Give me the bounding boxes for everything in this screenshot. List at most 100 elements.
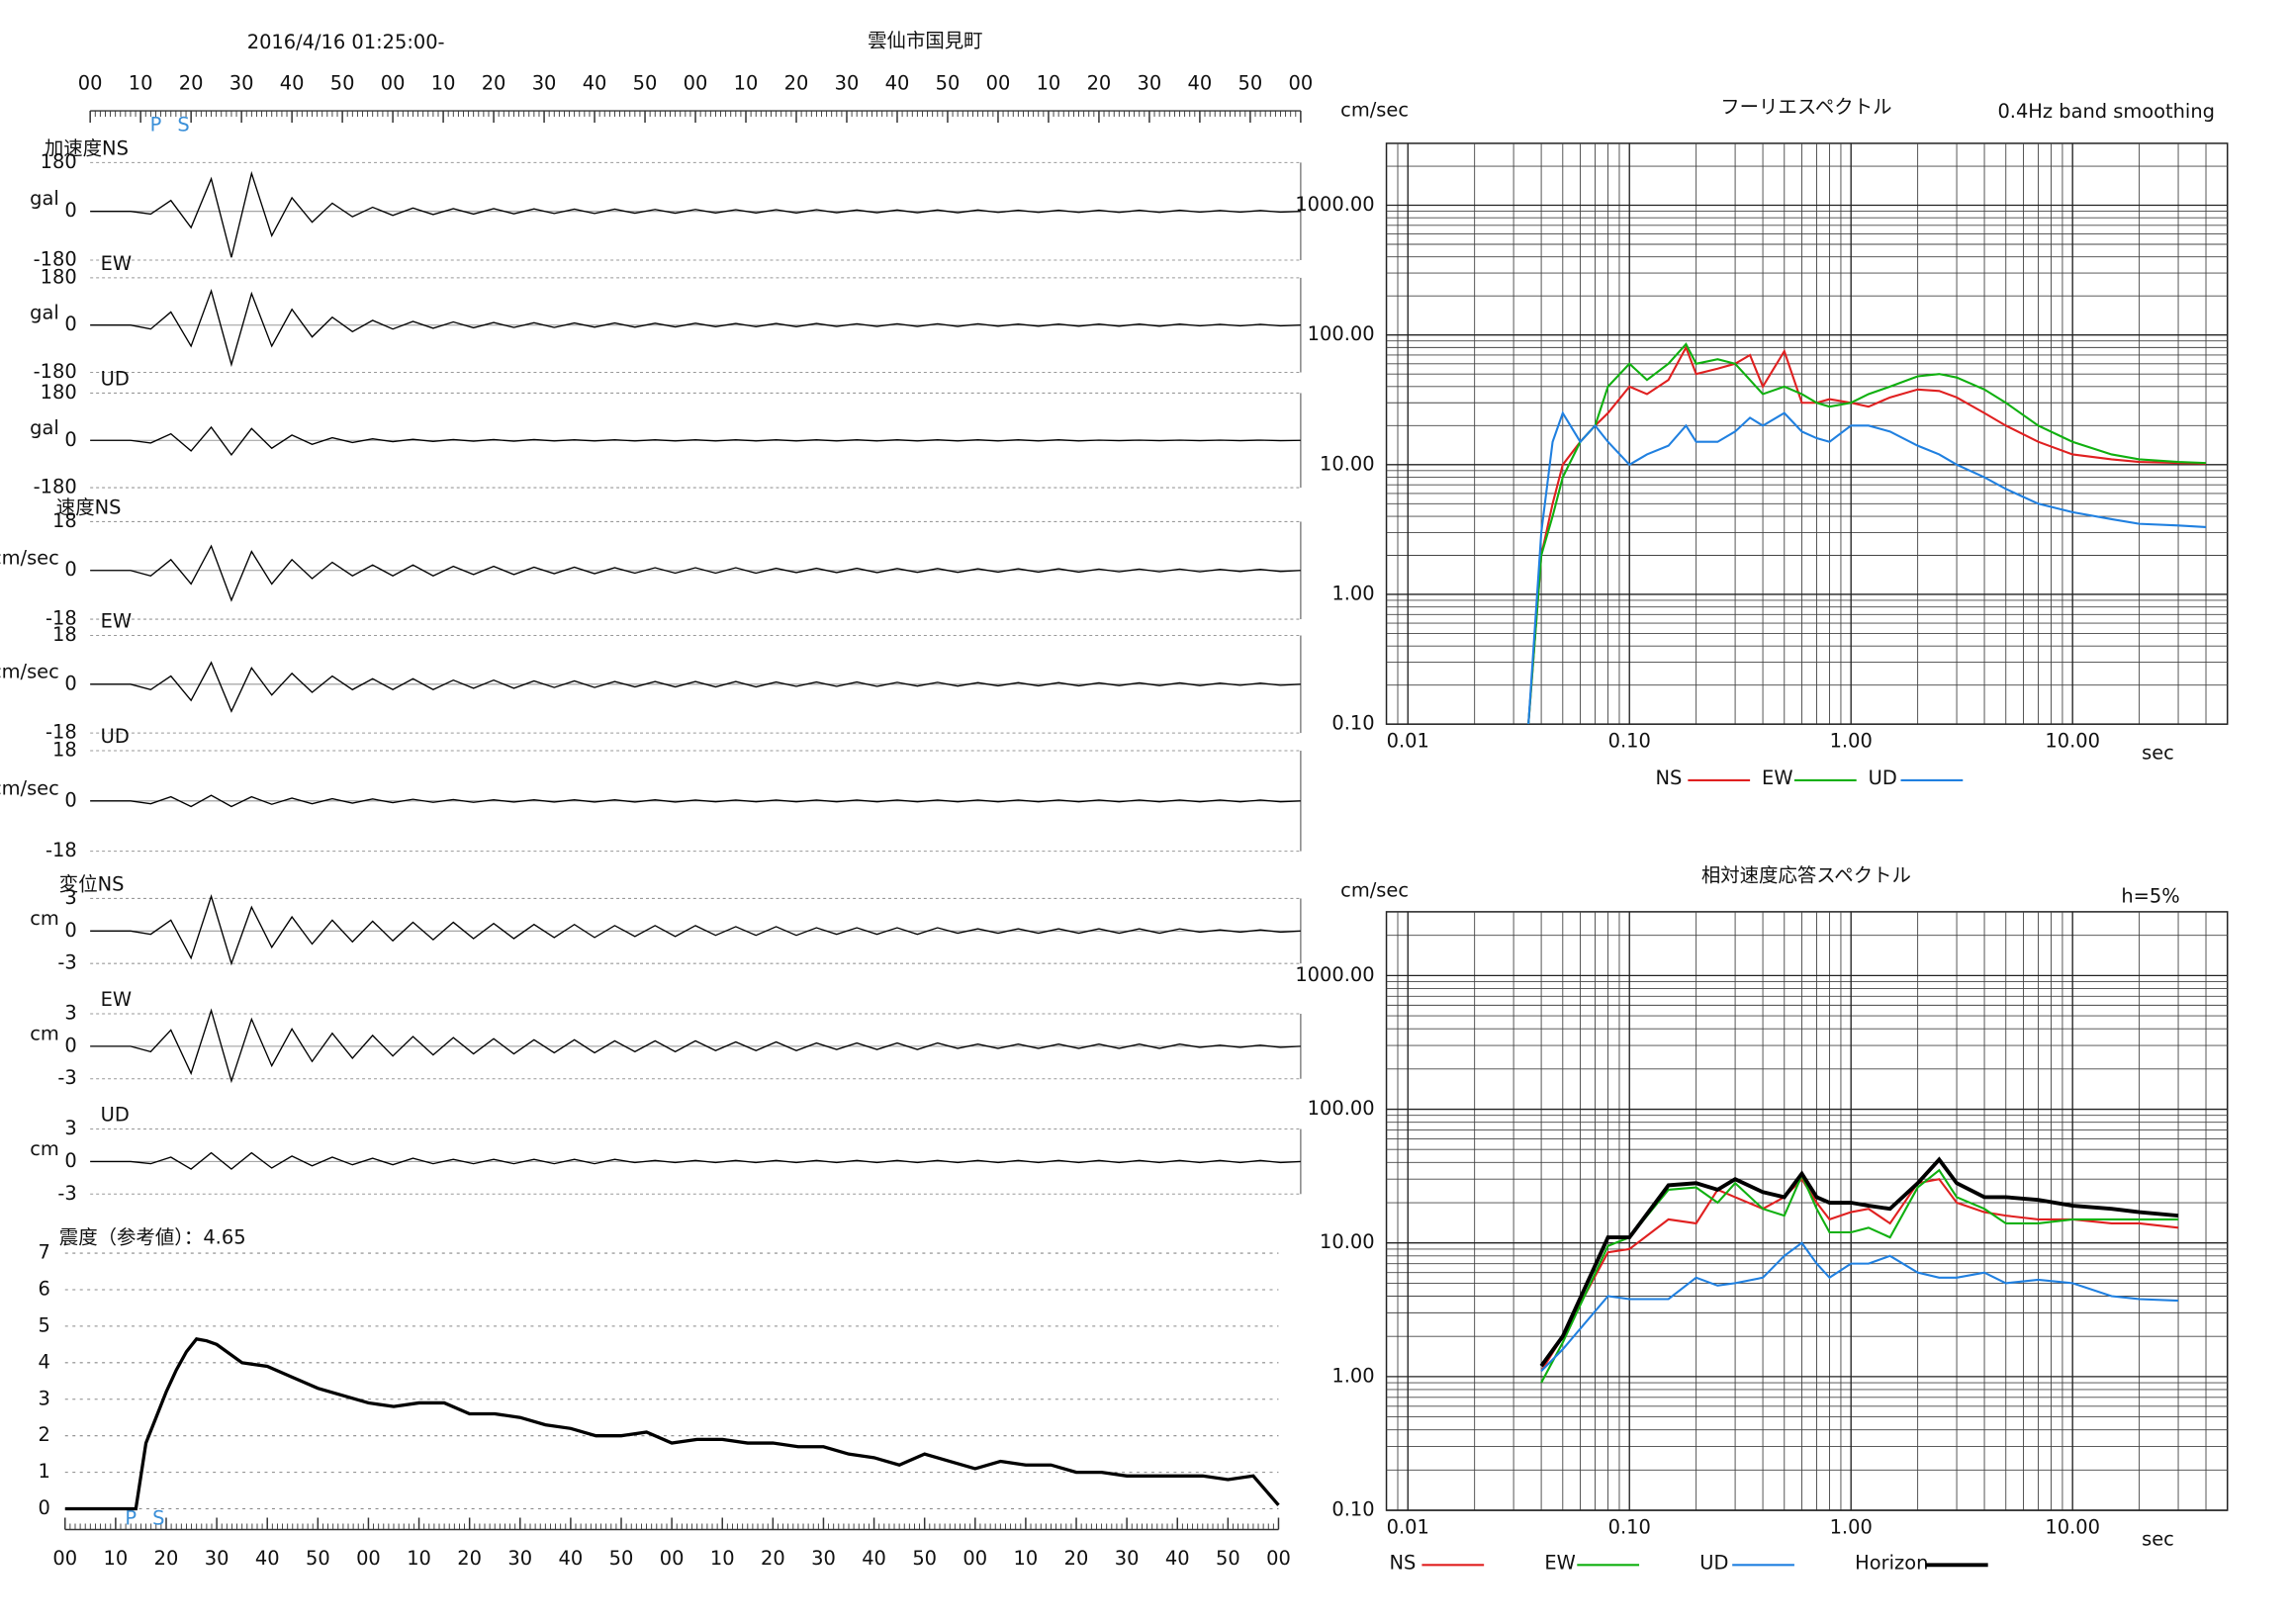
y-tick-label: 0	[64, 558, 76, 581]
y-tick-label: 1.00	[1331, 1364, 1374, 1387]
x-tick-label: 20	[179, 72, 204, 95]
chart-title: フーリエスペクトル	[1720, 96, 1891, 119]
y-tick-label: -180	[34, 476, 77, 498]
x-tick-label: 40	[559, 1547, 584, 1570]
y-tick-label: -18	[46, 721, 77, 744]
series-line	[1527, 344, 2207, 725]
x-tick-label: 20	[457, 1547, 482, 1570]
series-line	[1527, 410, 2207, 725]
legend-label: NS	[1655, 767, 1682, 789]
y-tick-label: 0	[64, 199, 76, 222]
x-tick-label: 30	[507, 1547, 532, 1570]
y-tick-label: -18	[46, 839, 77, 861]
y-tick-label: 0	[38, 1496, 49, 1519]
x-tick-label: 0.10	[1608, 730, 1651, 753]
y-tick-label: 100.00	[1308, 1097, 1375, 1120]
y-tick-label: 1000.00	[1295, 193, 1374, 216]
waveform	[90, 1151, 1301, 1170]
x-tick-label: 10.00	[2045, 730, 2100, 753]
y-tick-label: 0	[64, 672, 76, 694]
legend-label: EW	[1762, 767, 1792, 789]
y-axis-label: cm/sec	[1340, 878, 1409, 901]
y-tick-label: -18	[46, 607, 77, 630]
panel-unit: cm	[30, 907, 59, 930]
x-tick-label: 40	[255, 1547, 280, 1570]
series-line	[1527, 342, 2207, 725]
y-tick-label: 0	[64, 313, 76, 335]
x-tick-label: 20	[1064, 1547, 1089, 1570]
x-tick-label: 1.00	[1830, 730, 1873, 753]
x-tick-label: 10	[710, 1547, 735, 1570]
panel-unit: gal	[30, 187, 59, 210]
panel-name: EW	[101, 988, 132, 1011]
legend-label: EW	[1544, 1551, 1575, 1574]
x-tick-label: 40	[583, 72, 607, 95]
x-axis-label: sec	[2142, 1527, 2174, 1550]
legend-label: UD	[1699, 1551, 1728, 1574]
plot-area	[1527, 342, 2207, 725]
panel-unit: cm/sec	[0, 546, 59, 569]
y-tick-label: 18	[52, 623, 77, 646]
panel-unit: cm	[30, 1022, 59, 1044]
y-tick-label: 180	[41, 381, 77, 404]
x-tick-label: 20	[761, 1547, 785, 1570]
x-tick-label: 50	[936, 72, 961, 95]
chart-subtitle: 0.4Hz band smoothing	[1997, 100, 2214, 123]
x-tick-label: 00	[684, 72, 708, 95]
panel-name: 変位NS	[59, 873, 125, 896]
panel-unit: cm/sec	[0, 776, 59, 799]
x-tick-label: 50	[609, 1547, 634, 1570]
panel-name: EW	[101, 610, 132, 633]
waveform	[90, 544, 1301, 602]
x-tick-label: 50	[912, 1547, 937, 1570]
panel-name: 速度NS	[56, 496, 122, 518]
y-tick-label: 4	[38, 1350, 49, 1373]
x-tick-label: 30	[532, 72, 557, 95]
y-tick-label: 0	[64, 1149, 76, 1172]
x-tick-label: 30	[1138, 72, 1162, 95]
x-tick-label: 00	[986, 72, 1011, 95]
intensity-title: 震度（参考値）：4.65	[59, 1226, 246, 1249]
series-line	[1540, 1177, 2179, 1372]
legend-label: Horizon	[1855, 1551, 1928, 1574]
x-tick-label: 00	[381, 72, 406, 95]
y-tick-label: 10.00	[1320, 452, 1375, 475]
y-tick-label: 0.10	[1331, 712, 1374, 735]
y-tick-label: 3	[38, 1387, 49, 1409]
x-tick-label: 10	[1037, 72, 1061, 95]
phase-marker: S	[152, 1506, 164, 1529]
x-tick-label: 10	[104, 1547, 129, 1570]
x-tick-label: 40	[1165, 1547, 1190, 1570]
panel-name: 加速度NS	[45, 136, 129, 159]
phase-marker: P	[150, 114, 162, 136]
plot-area	[1539, 1156, 2179, 1384]
x-tick-label: 30	[229, 72, 254, 95]
y-tick-label: -180	[34, 247, 77, 270]
chart-subtitle: h=5%	[2121, 884, 2179, 907]
y-tick-label: -3	[57, 1066, 76, 1089]
x-tick-label: 30	[205, 1547, 229, 1570]
y-tick-label: 2	[38, 1423, 49, 1446]
x-tick-label: 00	[78, 72, 103, 95]
y-tick-label: 3	[64, 1001, 76, 1024]
panel-name: EW	[101, 252, 132, 275]
x-tick-label: 1.00	[1830, 1515, 1873, 1538]
chart-title: 相対速度応答スペクトル	[1701, 864, 1911, 887]
x-tick-label: 0.10	[1608, 1515, 1651, 1538]
y-tick-label: 0	[64, 788, 76, 811]
y-tick-label: 0	[64, 428, 76, 451]
series-line	[1539, 1156, 2179, 1368]
x-tick-label: 50	[330, 72, 355, 95]
x-tick-label: 10	[1014, 1547, 1039, 1570]
y-tick-label: 10.00	[1320, 1230, 1375, 1253]
waveform	[90, 794, 1301, 808]
x-tick-label: 00	[52, 1547, 77, 1570]
y-tick-label: 1	[38, 1460, 49, 1483]
y-tick-label: 7	[38, 1241, 49, 1264]
x-tick-label: 30	[811, 1547, 836, 1570]
waveform	[90, 288, 1301, 368]
series-line	[1540, 1168, 2179, 1384]
intensity-line	[64, 1337, 1280, 1511]
y-tick-label: 1000.00	[1295, 963, 1374, 986]
